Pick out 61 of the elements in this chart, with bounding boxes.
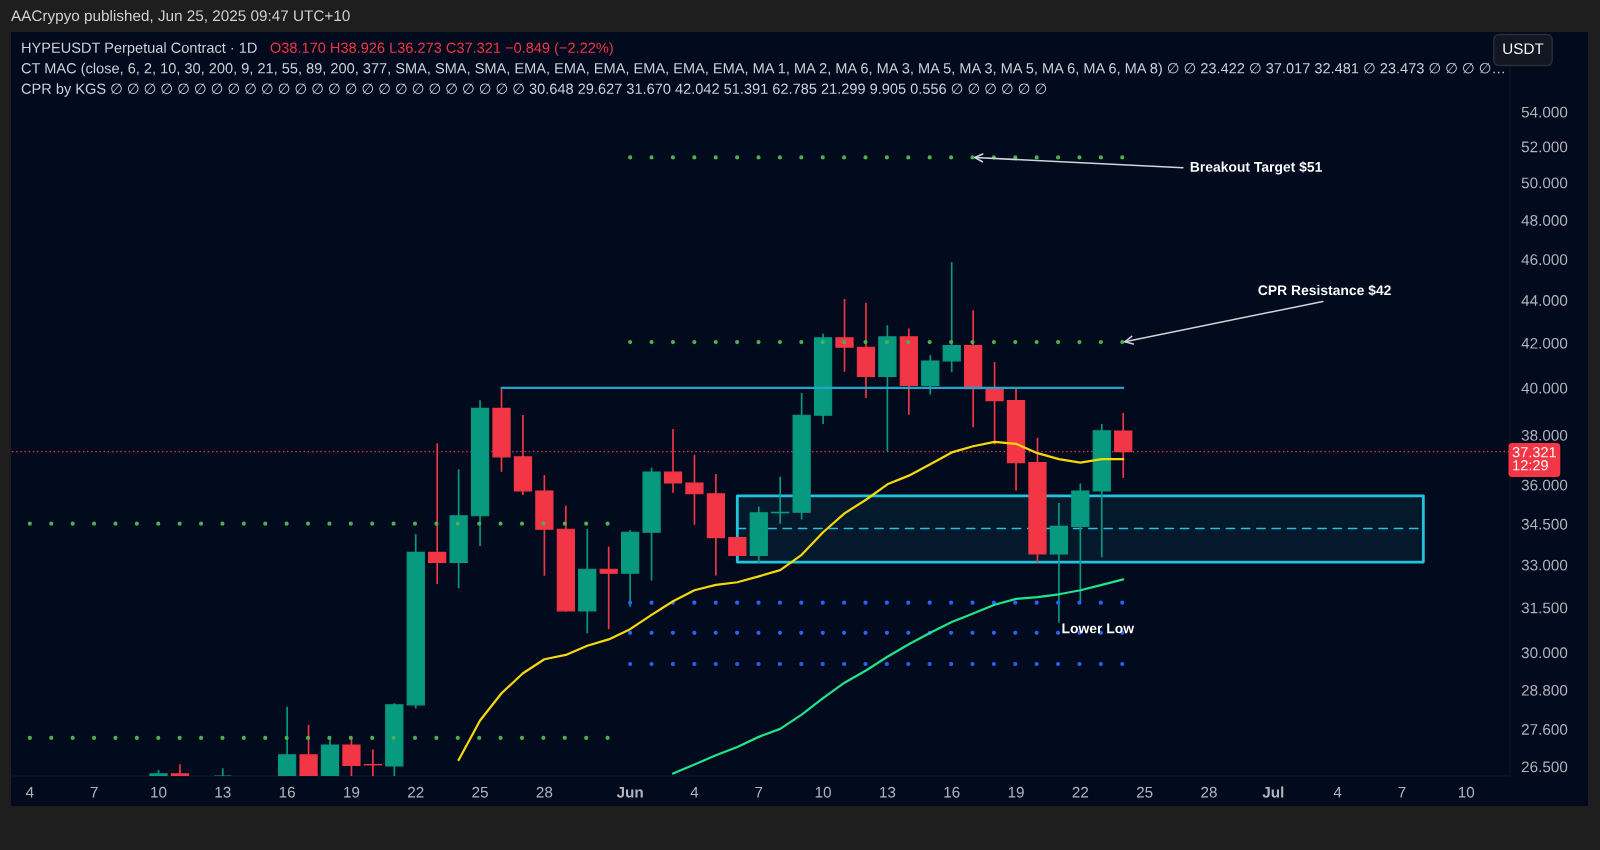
- text: AACrypyo published, Jun 25, 2025 09:47 UTC+10: [11, 9, 350, 25]
- y-tick-label: 38.000: [1521, 429, 1568, 441]
- candlestick: [685, 454, 704, 526]
- x-tick-label: 10: [1458, 786, 1475, 798]
- annotation: CPR Resistance $42: [1258, 284, 1391, 297]
- y-tick-label: 46.000: [1521, 254, 1568, 266]
- x-tick-label: 25: [472, 786, 488, 798]
- annotation: CT MAC (close, 6, 2, 10, 30, 200, 9, 21, 55, 89, 200, 377, SMA, SMA, SMA, EMA, EMA, EMA, EMA, EMA, EMA, MA 1, MA 2, MA 6, MA 3, MA 5, MA 3, MA 5, MA 6, MA 6, MA 8) ∅ ∅ 23.422 ∅ 37.017 32.481 ∅ 23.473 ∅ ∅ ∅ ∅…: [21, 62, 1505, 77]
- y-tick-label: 26.500: [1521, 761, 1568, 773]
- x-tick-label: 10: [815, 786, 831, 798]
- x-tick-label: 22: [1072, 786, 1089, 798]
- candlestick: [942, 261, 961, 374]
- y-tick-label: 33.000: [1521, 559, 1568, 571]
- x-tick-label: Jul: [1262, 786, 1284, 798]
- x-tick-label: 28: [536, 786, 553, 798]
- annotation: Lower Low: [1062, 623, 1135, 634]
- y-tick-label: 42.000: [1521, 337, 1568, 349]
- candlestick: [428, 442, 447, 585]
- candlestick: [277, 705, 297, 776]
- x-tick-label: 25: [1136, 786, 1153, 798]
- y-axis-title: USDT: [1503, 43, 1544, 55]
- y-tick-label: 52.000: [1521, 141, 1568, 153]
- x-tick-label: 4: [1333, 786, 1342, 798]
- x-tick-label: 19: [1008, 786, 1024, 798]
- y-tick-label: 48.000: [1521, 215, 1568, 226]
- x-tick-label: 28: [1201, 786, 1217, 798]
- x-tick-label: 7: [755, 786, 763, 798]
- x-tick-label: 16: [279, 786, 295, 798]
- x-tick-label: 16: [944, 786, 960, 798]
- y-tick-label: 50.000: [1521, 177, 1568, 189]
- x-tick-label: Jun: [616, 786, 643, 798]
- y-tick-label: 31.500: [1521, 602, 1568, 614]
- candlestick: [299, 724, 318, 776]
- x-tick-label: 22: [408, 786, 424, 798]
- text: HYPEUSDT Perpetual Contract · 1D: [22, 42, 257, 56]
- x-tick-label: 13: [215, 786, 231, 798]
- y-tick-label: 44.000: [1521, 295, 1568, 306]
- y-tick-label: 36.000: [1521, 479, 1568, 491]
- x-tick-label: 19: [344, 786, 360, 798]
- candlestick: [985, 361, 1004, 446]
- y-tick-label: 34.500: [1521, 518, 1568, 530]
- candlestick: [170, 763, 190, 776]
- x-tick-label: 7: [1398, 786, 1406, 798]
- candlestick: [599, 545, 618, 631]
- annotation: Breakout Target $51: [1190, 161, 1322, 175]
- candlestick: [835, 298, 854, 373]
- x-tick-label: 4: [25, 786, 34, 798]
- text: O38.170 H38.926 L36.273 C37.321 −0.849 (−2.22%): [270, 42, 613, 56]
- x-tick-label: 13: [880, 786, 896, 798]
- y-tick-label: 27.600: [1521, 724, 1568, 735]
- x-tick-label: 4: [690, 786, 699, 798]
- y-tick-label: 28.800: [1521, 684, 1568, 696]
- x-tick-label: 7: [90, 786, 98, 798]
- x-tick-label: 10: [151, 786, 167, 798]
- y-tick-label: 30.000: [1521, 647, 1568, 659]
- candlestick: [342, 738, 361, 776]
- candlestick: [213, 767, 232, 776]
- ref-line-label: 37.321 12:29: [1512, 447, 1556, 471]
- annotation: CPR by KGS ∅ ∅ ∅ ∅ ∅ ∅ ∅ ∅ ∅ ∅ ∅ ∅ ∅ ∅ ∅ ∅ ∅ ∅ ∅ ∅ ∅ ∅ ∅ ∅ ∅ 30.648 29.627 31.670 42.042 51.391 62.785 21.299 9.905 0.556 ∅ ∅ ∅ ∅ ∅ ∅: [21, 83, 1047, 97]
- y-tick-label: 40.000: [1521, 382, 1568, 394]
- y-tick-label: 54.000: [1521, 106, 1568, 118]
